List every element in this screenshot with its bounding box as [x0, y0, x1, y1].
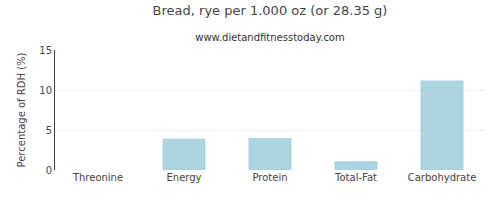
svg-text:Percentage of RDH (%): Percentage of RDH (%)	[16, 52, 27, 167]
svg-text:5: 5	[46, 125, 52, 136]
svg-text:Protein: Protein	[252, 172, 287, 183]
svg-text:Bread, rye per 1.000 oz (or 28: Bread, rye per 1.000 oz (or 28.35 g)	[153, 3, 388, 18]
svg-text:10: 10	[39, 85, 52, 96]
svg-text:Carbohydrate: Carbohydrate	[408, 172, 477, 183]
svg-text:15: 15	[39, 45, 52, 56]
svg-text:Total-Fat: Total-Fat	[334, 172, 377, 183]
svg-text:www.dietandfitnesstoday.com: www.dietandfitnesstoday.com	[195, 32, 344, 43]
svg-text:0: 0	[46, 165, 52, 176]
svg-text:Threonine: Threonine	[72, 172, 123, 183]
svg-text:Energy: Energy	[166, 172, 201, 183]
